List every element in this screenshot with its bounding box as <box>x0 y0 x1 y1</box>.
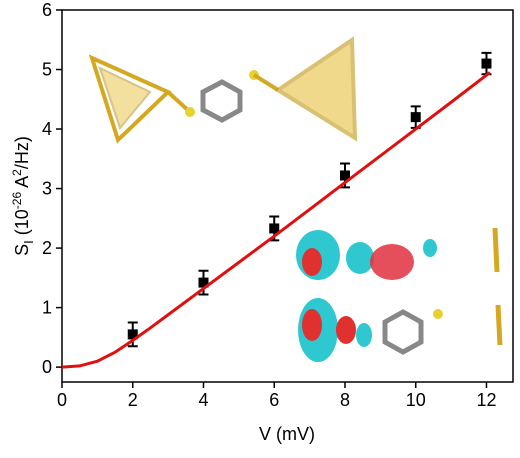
bond <box>252 73 280 92</box>
orbital-lobe <box>423 239 437 257</box>
sulfur <box>433 309 443 319</box>
plot-frame <box>61 9 514 383</box>
y-tick-label: 1 <box>42 298 52 318</box>
inset-top <box>88 36 358 144</box>
gold-wire <box>495 304 503 346</box>
y-label-part: /Hz) <box>12 136 32 169</box>
fit-line <box>61 71 491 369</box>
y-tick-label: 4 <box>42 119 52 139</box>
orbital-lobe <box>302 248 322 276</box>
data-point <box>481 58 492 69</box>
x-tick-label: 2 <box>128 390 138 410</box>
y-tick-label: 0 <box>42 357 52 377</box>
x-tick-label: 4 <box>198 390 208 410</box>
y-axis-label: SI (10-26 A2/Hz) <box>10 136 36 256</box>
y-tick-label: 2 <box>42 238 52 258</box>
orbital-lobe <box>336 316 356 344</box>
orbital-lobe <box>302 309 322 341</box>
y-label-part: A <box>12 176 32 192</box>
y-tick-label: 3 <box>42 179 52 199</box>
y-label-part: (10 <box>12 209 32 240</box>
data-point <box>127 329 138 340</box>
data-point <box>269 223 280 234</box>
benzene <box>200 79 243 123</box>
sulfur <box>185 107 195 117</box>
x-tick-label: 0 <box>57 390 67 410</box>
y-label-part: I <box>21 240 36 244</box>
gold-cluster <box>88 54 172 144</box>
y-tick-label: 5 <box>42 60 52 80</box>
y-label-part: 2 <box>10 169 24 176</box>
orbital-lobe <box>356 323 372 347</box>
benzene <box>382 309 424 355</box>
gold-wire <box>492 227 500 273</box>
orbital-lobe <box>346 242 374 274</box>
data-point <box>339 170 350 181</box>
x-tick-label: 8 <box>340 390 350 410</box>
x-axis-label: V (mV) <box>259 424 315 444</box>
y-label-part: -26 <box>10 192 24 210</box>
x-tick-label: 6 <box>269 390 279 410</box>
data-point <box>410 112 421 123</box>
x-tick-label: 12 <box>476 390 496 410</box>
data-point <box>198 277 209 288</box>
y-label-part: S <box>12 244 32 256</box>
gold-cluster <box>274 36 358 142</box>
inset-orbitals <box>296 227 503 362</box>
y-tick-label: 6 <box>42 0 52 20</box>
gold-cluster <box>98 66 152 131</box>
x-tick-label: 10 <box>406 390 426 410</box>
orbital-lobe <box>370 244 414 280</box>
